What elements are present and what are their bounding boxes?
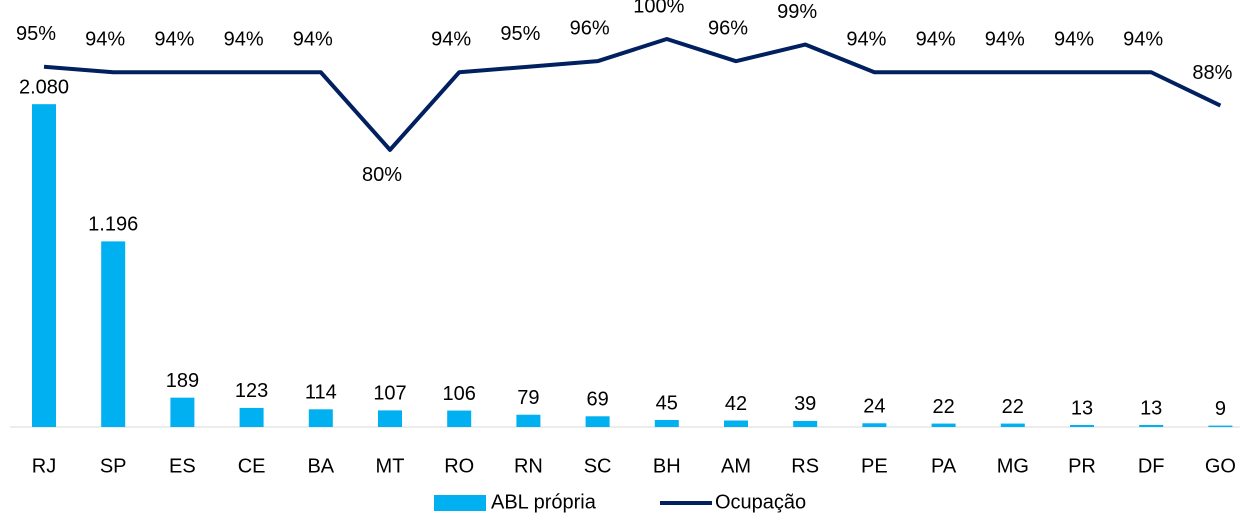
line-label: 99% — [777, 1, 817, 23]
x-tick-label: PE — [861, 455, 888, 477]
x-tick-label: DF — [1138, 455, 1165, 477]
bar — [32, 104, 56, 428]
x-tick-label: BA — [307, 455, 334, 477]
bar — [378, 410, 402, 427]
bar-label: 107 — [373, 383, 406, 405]
bar — [654, 420, 679, 427]
bar-label: 106 — [443, 383, 476, 405]
x-tick-label: AM — [721, 455, 751, 477]
x-tick-label: RO — [444, 455, 474, 477]
bar-label: 13 — [1140, 397, 1162, 419]
x-tick-label: PR — [1068, 455, 1096, 477]
bar-label: 13 — [1071, 397, 1093, 419]
bar — [585, 416, 610, 427]
bar — [931, 423, 956, 427]
bar — [724, 420, 748, 427]
x-tick-label: RJ — [32, 455, 56, 477]
line-label: 96% — [570, 17, 610, 39]
line-label: 94% — [293, 29, 333, 51]
bar-label: 22 — [1002, 396, 1024, 418]
bar-label: 79 — [517, 387, 539, 409]
bar — [170, 397, 195, 427]
line-label: 88% — [1192, 62, 1232, 84]
bar-label: 69 — [586, 389, 608, 411]
line-label: 95% — [500, 23, 540, 45]
x-tick-label: RN — [514, 455, 543, 477]
x-tick-label: BH — [653, 455, 681, 477]
bar-label: 1.196 — [88, 214, 138, 236]
bar-label: 123 — [235, 380, 268, 402]
x-tick-label: MG — [997, 455, 1029, 477]
bar — [1208, 425, 1233, 427]
bar-label: 114 — [305, 382, 337, 404]
legend-label: ABL própria — [491, 491, 597, 513]
bar-label: 22 — [932, 396, 954, 418]
line-label: 80% — [362, 164, 402, 186]
bar — [793, 420, 818, 427]
line — [43, 37, 1222, 152]
line-label: 94% — [916, 29, 956, 51]
line-label: 94% — [85, 29, 125, 51]
line-label: 95% — [16, 23, 56, 45]
bar-label: 189 — [166, 370, 199, 392]
x-tick-label: SP — [100, 455, 127, 477]
bar — [516, 414, 541, 427]
line-label: 94% — [1123, 29, 1163, 51]
bar-label: 45 — [656, 392, 678, 414]
line-label: 94% — [431, 29, 471, 51]
bar-label: 39 — [794, 393, 816, 415]
line-label: 94% — [154, 29, 194, 51]
bar — [447, 410, 472, 427]
bar — [239, 407, 264, 427]
bar — [1000, 423, 1025, 427]
bar-label: 2.080 — [19, 76, 69, 98]
bar-label: 42 — [725, 393, 747, 415]
bar — [862, 423, 887, 427]
legend-swatch — [434, 495, 486, 511]
x-tick-label: SC — [584, 455, 612, 477]
bar — [1139, 424, 1164, 427]
bar — [308, 409, 333, 427]
x-tick-label: MT — [376, 455, 405, 477]
legend-label: Ocupação — [715, 491, 806, 513]
bar — [1070, 424, 1094, 427]
x-tick-label: PA — [931, 455, 957, 477]
x-tick-label: CE — [238, 455, 266, 477]
x-tick-label: GO — [1205, 455, 1236, 477]
bar-label: 9 — [1215, 398, 1226, 420]
line-label: 94% — [1054, 29, 1094, 51]
line-label: 94% — [985, 29, 1025, 51]
bar-label: 24 — [863, 396, 885, 418]
x-tick-label: ES — [169, 455, 196, 477]
line-label: 94% — [224, 29, 264, 51]
bar — [101, 241, 126, 427]
line-label: 96% — [708, 17, 748, 39]
line-label: 100% — [633, 0, 684, 17]
line-label: 94% — [846, 29, 886, 51]
x-tick-label: RS — [791, 455, 819, 477]
